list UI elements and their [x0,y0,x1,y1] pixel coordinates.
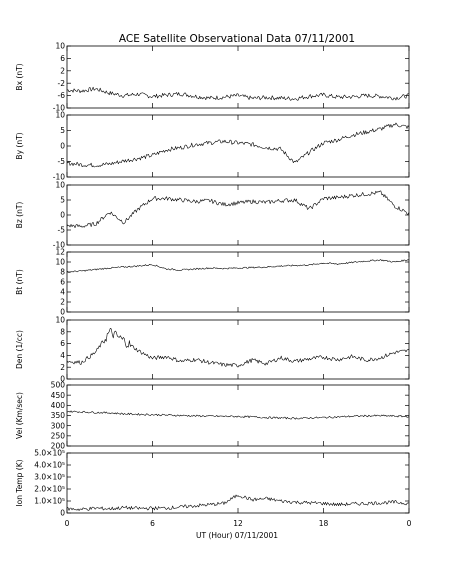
by-ytick-label: 5 [60,126,65,135]
bt-ytick-label: 10 [55,258,65,267]
vel-ytick-label: 450 [51,391,66,400]
bt-ylabel: Bt (nT) [15,269,24,295]
temp-series-line [66,494,410,511]
temp-ylabel: Ion Temp (K) [15,459,24,506]
vel-series-line [66,410,410,420]
bz-ylabel: Bz (nT) [15,202,24,229]
bt-ytick-label: 8 [60,268,65,277]
vel-ytick-label: 250 [51,431,66,440]
bz-ytick-label: 0 [60,211,65,220]
vel-ytick-label: 500 [51,381,66,390]
by-frame [66,114,410,178]
vel-ytick-label: 350 [51,411,66,420]
bx-ytick-label: 2 [60,66,65,75]
bx-ytick-label: 10 [55,42,65,51]
bt-series-line [66,259,410,273]
temp-ytick-label: 5.0×10⁵ [34,449,65,458]
den-ytick-label: 0 [60,375,65,384]
x-tick-label: 0 [65,519,70,528]
x-tick-label: 6 [150,519,155,528]
bt-ytick-label: 2 [60,298,65,307]
den-ytick-label: 10 [55,316,65,325]
temp-ytick-label: 4.0×10⁵ [34,461,65,470]
bt-ytick-label: 4 [60,288,65,297]
panel-temp: 5.0×10⁵ 4.0×10⁵ 3.0×10⁵ 2.0×10⁵ 1.0×10⁵ 0 Ion … [15,449,410,518]
temp-ytick-label: 1.0×10⁵ [34,497,65,506]
panel-by: 10 5 0 -5 -10 By (nT) [15,111,410,182]
bx-ytick-label: -6 [58,91,66,100]
panel-den: 10 8 6 4 2 0 Den (1/cc) [15,316,410,384]
panel-bx: 10 6 2 -2 -6 -10 Bx (nT) [15,42,410,113]
vel-ytick-label: 200 [51,442,66,451]
bx-frame [66,45,410,109]
bt-ytick-label: 12 [55,248,65,257]
bz-series-line [66,190,410,228]
x-tick-label: 12 [233,519,243,528]
vel-ytick-label: 300 [51,421,66,430]
temp-ytick-label: 0 [60,509,65,518]
vel-ylabel: Vel (Km/sec) [15,392,24,439]
den-ytick-label: 6 [60,339,65,348]
bt-frame [66,251,410,313]
bt-ytick-label: 6 [60,278,65,287]
bx-series-line [66,86,410,101]
bt-ytick-label: 0 [60,308,65,317]
bx-ytick-label: 6 [60,54,65,63]
x-tick-label: 0 [407,519,412,528]
bx-ytick-label: -2 [58,79,66,88]
bz-ytick-label: -5 [58,226,66,235]
bz-ytick-label: 5 [60,196,65,205]
figure-title: ACE Satellite Observational Data 07/11/2… [119,33,355,45]
by-ytick-label: -10 [53,173,65,182]
bz-ytick-label: 10 [55,181,65,190]
den-series-line [66,328,410,368]
den-ytick-label: 2 [60,363,65,372]
temp-ytick-label: 2.0×10⁵ [34,485,65,494]
bx-ylabel: Bx (nT) [15,63,24,90]
den-ytick-label: 4 [60,351,65,360]
bz-frame [66,184,410,246]
bz-ytick-label: -10 [53,241,65,250]
den-ytick-label: 8 [60,327,65,336]
vel-ytick-label: 400 [51,401,66,410]
panel-bz: 10 5 0 -5 -10 Bz (nT) [15,181,410,250]
x-tick-label: 18 [319,519,329,528]
panels: 10 6 2 -2 -6 -10 Bx (nT) 10 5 0 -5 -10 By (nT) 10 5 0 -5… [15,42,412,528]
temp-ytick-label: 3.0×10⁵ [34,473,65,482]
bx-ytick-label: -10 [53,104,65,113]
by-series-line [66,122,410,168]
by-ytick-label: 0 [60,142,65,151]
by-ytick-label: -5 [58,157,66,166]
by-ylabel: By (nT) [15,132,24,159]
den-ylabel: Den (1/cc) [15,330,24,369]
by-ytick-label: 10 [55,111,65,120]
x-axis-label: UT (Hour) 07/11/2001 [196,531,278,540]
den-frame [66,319,410,380]
